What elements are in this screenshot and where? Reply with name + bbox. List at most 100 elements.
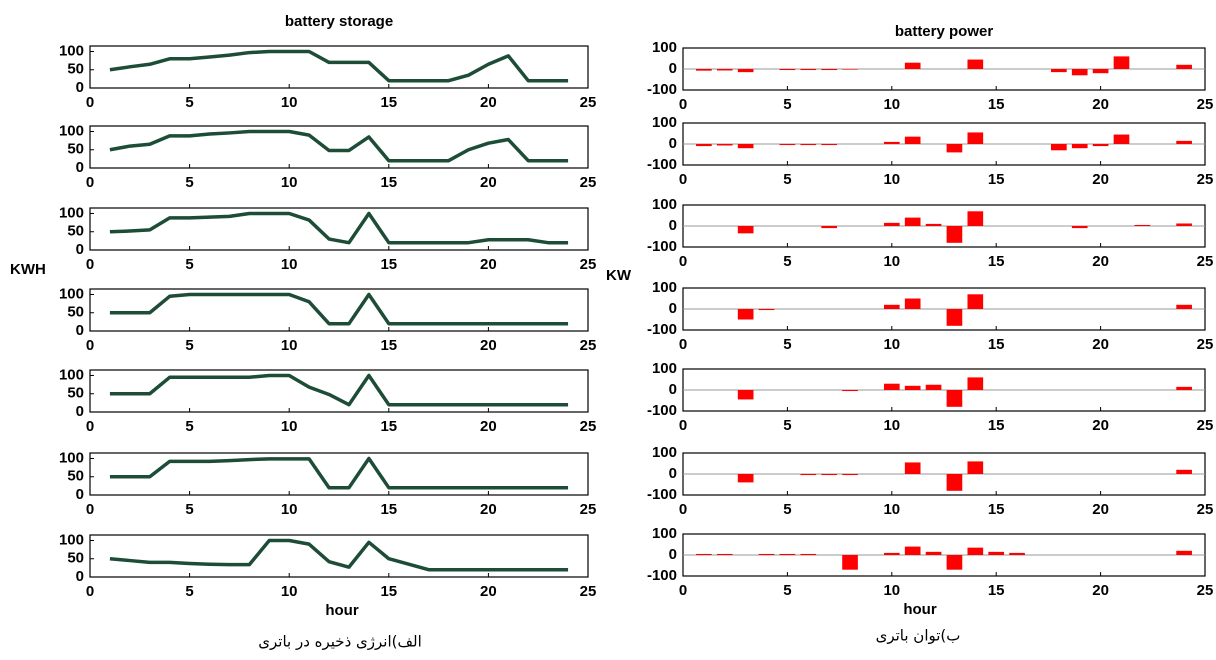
x-tick-label: 0 — [86, 337, 94, 354]
x-tick-label: 15 — [988, 501, 1005, 518]
y-tick-label: 0 — [76, 486, 84, 503]
bar — [842, 69, 858, 70]
x-tick-label: 10 — [281, 174, 298, 191]
x-tick-label: 15 — [988, 253, 1005, 270]
bar — [946, 144, 963, 153]
x-tick-label: 5 — [783, 96, 791, 113]
x-tick-label: 20 — [480, 501, 497, 518]
x-tick-label: 20 — [1092, 253, 1109, 270]
x-tick-label: 10 — [281, 256, 298, 273]
bar — [883, 141, 900, 144]
chart-title: battery storage — [285, 13, 393, 30]
bar — [988, 551, 1005, 555]
bar — [967, 211, 984, 226]
y-tick-label: 100 — [59, 366, 84, 383]
bar — [883, 304, 900, 309]
x-tick-label: 20 — [480, 174, 497, 191]
y-tick-label: 100 — [652, 525, 677, 542]
x-tick-label: 20 — [1092, 501, 1109, 518]
bar — [737, 474, 754, 483]
y-tick-label: 100 — [652, 360, 677, 377]
line — [109, 211, 569, 245]
y-tick-label: -100 — [647, 156, 677, 173]
bar — [1113, 56, 1130, 69]
bar — [737, 69, 754, 73]
y-tick-label: 0 — [669, 300, 677, 317]
x-tick-label: 15 — [380, 501, 397, 518]
x-tick-label: 20 — [1092, 171, 1109, 188]
x-tick-label: 5 — [783, 336, 791, 353]
x-tick-label: 5 — [185, 256, 193, 273]
bar — [904, 298, 921, 309]
x-tick-label: 5 — [185, 337, 193, 354]
x-tick-label: 10 — [883, 253, 900, 270]
bar — [779, 69, 796, 71]
bar — [1009, 552, 1025, 555]
bar — [1113, 134, 1130, 144]
bar — [1092, 144, 1109, 147]
bar — [737, 390, 754, 400]
x-tick-label: 15 — [988, 171, 1005, 188]
bar — [925, 384, 942, 390]
y-tick-label: 0 — [76, 159, 84, 176]
bar — [925, 551, 942, 555]
x-tick-label: 20 — [480, 583, 497, 600]
bar — [946, 474, 963, 491]
y-tick-label: -100 — [647, 81, 677, 98]
axes-frame — [89, 452, 589, 496]
x-tick-label: 25 — [580, 174, 597, 191]
bar — [800, 553, 817, 555]
y-tick-label: 100 — [59, 531, 84, 548]
line — [109, 456, 569, 490]
caption: ب)توان باتری — [876, 627, 961, 645]
bar — [967, 132, 984, 144]
line — [109, 538, 569, 572]
bar — [800, 474, 817, 476]
y-tick-label: 50 — [67, 468, 84, 485]
x-tick-label: 20 — [480, 94, 497, 111]
y-tick-label: -100 — [647, 402, 677, 419]
x-tick-label: 20 — [480, 256, 497, 273]
bar — [1092, 69, 1109, 74]
bar — [758, 553, 775, 555]
bar — [1176, 469, 1192, 474]
x-tick-label: 15 — [380, 256, 397, 273]
x-tick-label: 25 — [580, 94, 597, 111]
x-tick-label: 5 — [185, 418, 193, 435]
x-tick-label: 15 — [988, 336, 1005, 353]
y-tick-label: 100 — [652, 279, 677, 296]
bar — [967, 377, 984, 390]
x-tick-label: 20 — [1092, 582, 1109, 599]
y-tick-label: -100 — [647, 238, 677, 255]
x-tick-label: 10 — [883, 336, 900, 353]
x-tick-label: 0 — [679, 417, 687, 434]
y-tick-label: -100 — [647, 486, 677, 503]
x-tick-label: 5 — [783, 582, 791, 599]
x-tick-label: 0 — [86, 501, 94, 518]
bar — [904, 462, 921, 474]
x-tick-label: 15 — [380, 583, 397, 600]
x-tick-label: 25 — [1197, 171, 1214, 188]
bar — [904, 62, 921, 69]
bar — [1051, 144, 1067, 151]
x-tick-label: 5 — [783, 171, 791, 188]
bar — [1176, 550, 1192, 555]
x-tick-label: 5 — [783, 501, 791, 518]
x-tick-label: 5 — [185, 94, 193, 111]
bar — [842, 555, 858, 570]
x-tick-label: 15 — [988, 417, 1005, 434]
y-axis-label: KW — [606, 267, 632, 284]
x-tick-label: 10 — [281, 94, 298, 111]
bar — [696, 69, 712, 71]
x-tick-label: 0 — [86, 94, 94, 111]
x-tick-label: 5 — [783, 417, 791, 434]
x-tick-label: 10 — [883, 171, 900, 188]
bar — [904, 217, 921, 226]
x-tick-label: 5 — [783, 253, 791, 270]
y-tick-label: 50 — [67, 223, 84, 240]
bar — [779, 144, 796, 146]
x-tick-label: 20 — [480, 337, 497, 354]
bar — [696, 144, 712, 147]
y-tick-label: 100 — [652, 114, 677, 131]
